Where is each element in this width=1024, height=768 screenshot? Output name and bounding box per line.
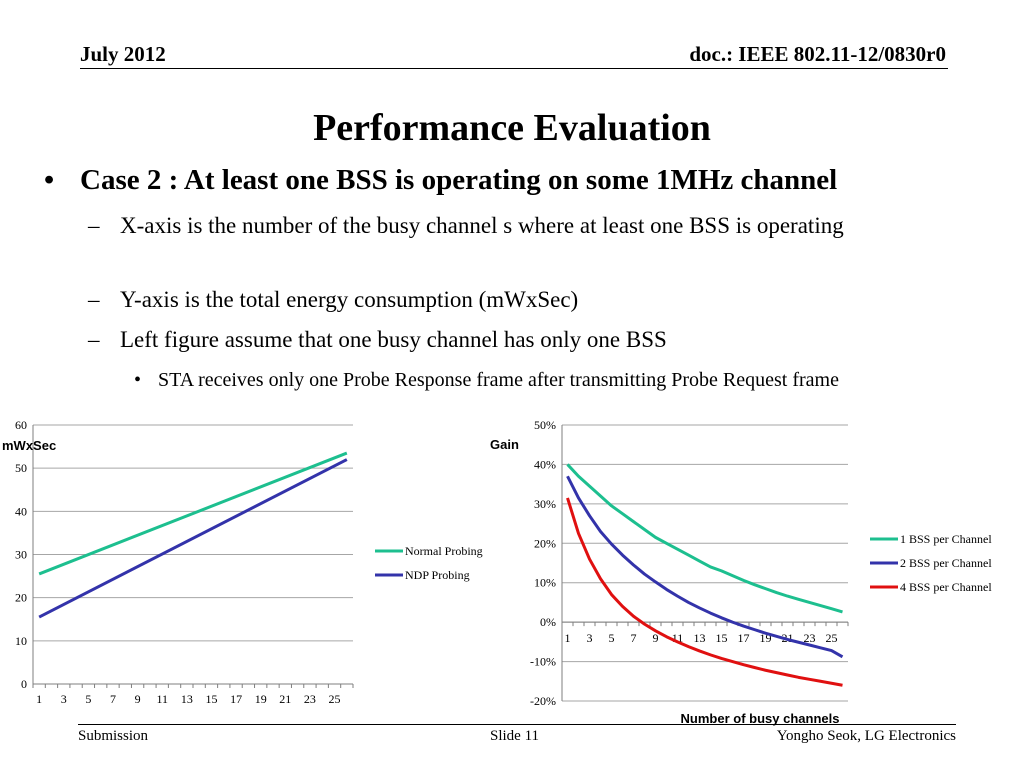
x-tick-label: 13: [694, 631, 706, 645]
bullet-x-axis-text: X-axis is the number of the busy channel…: [120, 213, 844, 238]
series-line: [38, 458, 348, 619]
y-tick-label: 0%: [540, 615, 556, 629]
dash-marker: –: [88, 327, 100, 352]
y-tick-label: 50%: [534, 418, 556, 432]
bullet-left-figure-text: Left figure assume that one busy channel…: [120, 327, 667, 352]
bullet-main-text: Case 2 : At least one BSS is operating o…: [80, 164, 838, 196]
footer-author: Yongho Seok, LG Electronics: [776, 728, 956, 744]
x-tick-label: 7: [110, 692, 116, 706]
y-tick-label: 30: [15, 548, 27, 562]
x-axis-label: Number of busy channels: [681, 711, 840, 726]
x-tick-label: 5: [609, 631, 615, 645]
x-tick-label: 23: [804, 631, 816, 645]
y-tick-label: 30%: [534, 497, 556, 511]
x-tick-label: 13: [181, 692, 193, 706]
x-tick-label: 5: [85, 692, 91, 706]
x-tick-label: 9: [135, 692, 141, 706]
x-tick-label: 7: [631, 631, 637, 645]
y-tick-label: 20: [15, 591, 27, 605]
x-tick-label: 11: [156, 692, 168, 706]
legend-label: 4 BSS per Channel: [900, 580, 992, 594]
dash-marker: –: [88, 287, 100, 312]
y-tick-label: -10%: [530, 655, 556, 669]
y-tick-label: 50: [15, 461, 27, 475]
legend-label: Normal Probing: [405, 544, 483, 558]
series-line: [566, 475, 844, 659]
x-tick-label: 1: [36, 692, 42, 706]
y-tick-label: 10%: [534, 576, 556, 590]
x-tick-label: 3: [61, 692, 67, 706]
bullet-y-axis-text: Y-axis is the total energy consumption (…: [120, 287, 579, 312]
x-tick-label: 3: [587, 631, 593, 645]
x-tick-label: 15: [205, 692, 217, 706]
x-tick-label: 19: [255, 692, 267, 706]
x-tick-label: 17: [738, 631, 750, 645]
footer-submission: Submission: [78, 728, 149, 744]
y-tick-label: 20%: [534, 536, 556, 550]
series-line: [566, 497, 843, 687]
x-tick-label: 21: [279, 692, 291, 706]
legend-label: NDP Probing: [405, 568, 470, 582]
x-tick-label: 15: [716, 631, 728, 645]
x-tick-label: 25: [826, 631, 838, 645]
x-tick-label: 9: [653, 631, 659, 645]
header-rule: [80, 68, 948, 69]
y-axis-label: mWxSec: [2, 438, 56, 453]
slide-title: Performance Evaluation: [313, 107, 711, 149]
bullet-sta-text: STA receives only one Probe Response fra…: [158, 369, 839, 391]
bullet-marker: •: [44, 164, 55, 196]
y-tick-label: 10: [15, 634, 27, 648]
gain-chart: -20%-10%0%10%20%30%40%50%1 3 5 7 9 11 13 15 17 19…: [490, 418, 992, 726]
x-tick-label: 17: [230, 692, 242, 706]
footer-slide-number: Slide 11: [490, 728, 540, 744]
y-tick-label: 40: [15, 504, 27, 518]
dash-marker: –: [88, 213, 100, 238]
y-tick-label: 0: [21, 677, 27, 691]
legend-label: 1 BSS per Channel: [900, 532, 992, 546]
series-line: [566, 463, 843, 614]
x-tick-label: 25: [329, 692, 341, 706]
legend-label: 2 BSS per Channel: [900, 556, 992, 570]
x-tick-label: 11: [672, 631, 684, 645]
header-date: July 2012: [80, 42, 166, 66]
y-axis-label: Gain: [490, 437, 519, 452]
bullet-marker: •: [134, 369, 142, 391]
y-tick-label: 40%: [534, 457, 556, 471]
x-tick-label: 23: [304, 692, 316, 706]
footer-rule: [78, 724, 956, 725]
y-tick-label: 60: [15, 418, 27, 432]
series-line: [38, 451, 348, 576]
y-tick-label: -20%: [530, 694, 556, 708]
x-tick-label: 1: [565, 631, 571, 645]
header-doc-id: doc.: IEEE 802.11-12/0830r0: [689, 42, 946, 66]
